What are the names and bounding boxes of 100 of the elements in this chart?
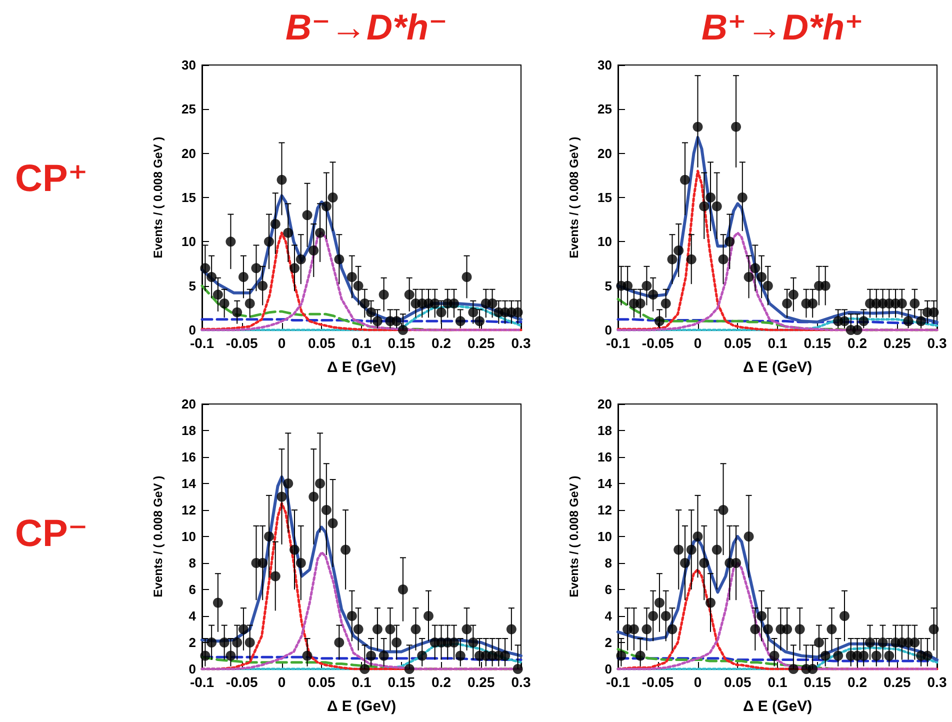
point: [219, 638, 230, 648]
point: [737, 192, 748, 202]
y-tick-label: 6: [188, 582, 196, 597]
x-tick-label: -0.05: [226, 335, 258, 351]
point: [372, 316, 382, 326]
point: [692, 532, 703, 542]
point: [455, 650, 466, 661]
x-tick-label: 0: [694, 674, 702, 690]
point: [404, 290, 414, 300]
point: [826, 624, 837, 634]
x-tick-label: 0.05: [724, 674, 752, 690]
point: [878, 638, 888, 648]
point: [404, 664, 414, 674]
x-tick-label: 0.15: [804, 335, 832, 351]
point: [468, 638, 478, 648]
point: [840, 611, 850, 621]
x-tick-label: 0.05: [308, 335, 336, 351]
point: [635, 298, 646, 308]
y-tick-label: 8: [604, 556, 612, 570]
point: [642, 280, 652, 291]
x-tick-label: -0.05: [642, 674, 674, 690]
x-tick-label: -0.05: [226, 674, 258, 690]
point: [808, 664, 818, 674]
point: [648, 290, 658, 300]
y-tick-label: 30: [598, 58, 612, 72]
point: [308, 246, 319, 256]
y-tick-label: 12: [182, 502, 196, 518]
point: [744, 272, 754, 282]
point: [686, 544, 696, 555]
y-tick-label: 4: [188, 608, 197, 624]
y-tick-label: 8: [188, 556, 196, 570]
point: [884, 650, 894, 661]
point: [712, 544, 722, 555]
x-tick-label: 0.25: [884, 335, 911, 351]
x-tick-label: 0.1: [768, 335, 788, 351]
x-axis-title: Δ E (GeV): [326, 698, 396, 715]
point: [910, 638, 920, 648]
x-tick-label: 0.2: [432, 335, 452, 351]
x-tick-label: 0.1: [768, 674, 788, 690]
x-tick-label: 0.25: [468, 674, 495, 690]
x-axis-title: Δ E (GeV): [742, 359, 812, 376]
point: [667, 624, 678, 634]
point: [718, 254, 728, 264]
point: [820, 280, 830, 291]
text: CP⁻: [15, 513, 88, 555]
point: [360, 664, 370, 674]
point: [449, 298, 460, 308]
point: [276, 174, 287, 185]
point: [353, 624, 364, 634]
point: [302, 210, 312, 220]
y-tick-label: 2: [188, 635, 196, 650]
y-tick-label: 20: [598, 396, 612, 412]
point: [718, 505, 728, 515]
x-tick-label: 0.15: [388, 335, 416, 351]
point: [232, 307, 242, 318]
y-tick-label: 0: [188, 322, 196, 338]
point: [270, 219, 280, 229]
point: [896, 298, 907, 308]
point: [232, 638, 242, 648]
point: [290, 263, 300, 274]
x-tick-label: -0.1: [190, 674, 214, 690]
x-tick-label: 0.2: [848, 335, 868, 351]
x-tick-label: -0.1: [606, 674, 630, 690]
x-tick-label: 0.3: [927, 335, 947, 351]
point: [858, 316, 869, 326]
point: [378, 290, 389, 300]
point: [296, 254, 306, 264]
point: [353, 280, 364, 291]
point: [833, 650, 844, 661]
y-tick-label: 10: [598, 234, 612, 250]
x-tick-label: 0.3: [927, 674, 947, 690]
y-tick-label: 6: [604, 582, 612, 597]
point: [258, 558, 268, 568]
point: [340, 544, 351, 555]
point: [366, 650, 376, 661]
point: [622, 280, 633, 291]
y-tick-label: 16: [182, 450, 196, 464]
point: [346, 272, 357, 282]
x-tick-label: 0: [278, 674, 286, 690]
y-tick-label: 14: [598, 476, 613, 491]
point: [648, 611, 658, 621]
point: [808, 298, 818, 308]
x-tick-label: 0.25: [468, 335, 495, 351]
point: [692, 122, 703, 132]
point: [794, 624, 805, 634]
y-tick-label: 25: [598, 102, 612, 117]
y-tick-label: 20: [182, 396, 196, 412]
x-tick-label: 0.2: [432, 674, 452, 690]
point: [219, 298, 230, 308]
point: [512, 664, 523, 674]
point: [616, 650, 626, 661]
y-tick-label: 16: [598, 450, 612, 464]
point: [315, 478, 326, 488]
point: [635, 650, 646, 661]
point: [206, 638, 217, 648]
point: [372, 624, 382, 634]
point: [680, 174, 690, 185]
point: [654, 598, 664, 608]
point: [762, 624, 773, 634]
chart-title: B⁻→D*h⁻: [286, 6, 448, 48]
